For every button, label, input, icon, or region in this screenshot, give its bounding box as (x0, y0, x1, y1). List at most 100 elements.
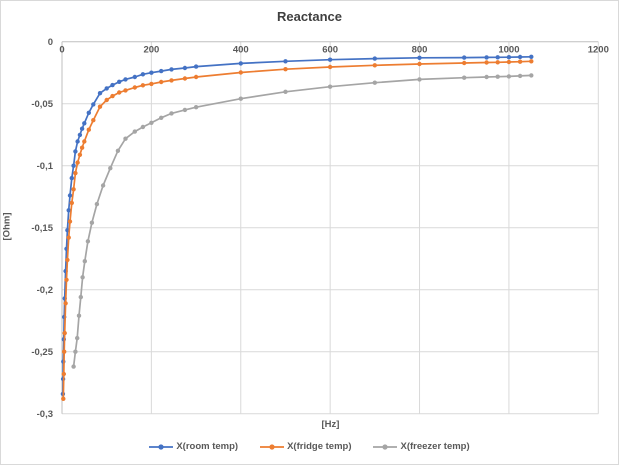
y-tick-label: -0,15 (31, 223, 53, 234)
data-point-marker (193, 64, 199, 69)
data-point-marker (104, 97, 109, 103)
series-line (62, 55, 533, 395)
x-tick-label: 600 (322, 45, 338, 56)
data-point-marker (132, 129, 137, 134)
data-point-marker (462, 75, 467, 80)
data-point-marker (61, 371, 66, 377)
x-axis-title: [Hz] (321, 419, 340, 430)
legend-label: X(room temp) (176, 441, 239, 452)
data-point-marker (123, 136, 128, 141)
data-point-marker (75, 139, 80, 144)
data-point-marker (484, 74, 489, 80)
data-point-marker (193, 105, 199, 110)
data-point-marker (89, 220, 95, 225)
data-point-marker (495, 60, 500, 65)
data-point-marker (123, 77, 128, 82)
data-point-marker (77, 152, 83, 157)
data-point-marker (69, 175, 75, 181)
data-point-marker (140, 72, 146, 77)
legend: X(room temp) X(fridge temp) X(freezer temp… (1, 441, 618, 452)
data-point-marker (104, 86, 109, 91)
data-point-marker (238, 70, 243, 75)
data-point-marker (529, 54, 534, 59)
chart-title: Reactance (276, 9, 343, 24)
data-point-marker (462, 55, 467, 60)
data-point-marker (529, 73, 534, 78)
legend-marker-icon (149, 443, 174, 450)
data-point-marker (75, 160, 80, 165)
data-point-marker (182, 76, 188, 81)
data-point-marker (529, 59, 534, 64)
data-point-marker (73, 149, 78, 154)
data-point-marker (506, 59, 512, 65)
x-tick-label: 0 (59, 45, 64, 56)
y-tick-label: 0 (48, 37, 53, 48)
data-point-marker (82, 139, 87, 144)
y-tick-label: -0,3 (37, 409, 53, 420)
data-point-marker (67, 219, 73, 224)
data-point-marker (61, 396, 66, 401)
x-tick-label: 200 (143, 45, 159, 56)
legend-item: X(freezer temp) (373, 441, 470, 452)
series-line (72, 74, 533, 368)
data-point-marker (64, 277, 69, 282)
data-point-marker (79, 126, 85, 131)
data-point-marker (86, 127, 92, 132)
data-point-marker (417, 77, 422, 82)
data-point-marker (62, 330, 67, 336)
data-point-marker (417, 61, 422, 67)
data-point-marker (462, 60, 467, 66)
data-point-marker (283, 59, 288, 64)
data-point-marker (484, 60, 489, 65)
data-point-marker (86, 110, 92, 116)
data-point-marker (78, 294, 84, 300)
legend-label: X(fridge temp) (287, 441, 352, 452)
data-point-marker (71, 163, 76, 168)
data-point-marker (132, 85, 137, 90)
data-point-marker (97, 91, 103, 96)
data-point-marker (123, 88, 128, 93)
data-point-marker (71, 187, 76, 192)
data-point-marker (506, 55, 512, 60)
x-tick-label: 1000 (498, 45, 519, 56)
data-point-marker (238, 96, 243, 101)
data-point-marker (517, 73, 523, 79)
data-point-marker (484, 55, 489, 60)
data-point-marker (238, 61, 243, 66)
data-point-marker (115, 148, 121, 153)
data-point-marker (327, 64, 333, 70)
data-point-marker (108, 166, 113, 171)
data-point-marker (132, 74, 137, 80)
data-point-marker (82, 259, 88, 264)
data-point-marker (110, 93, 115, 99)
data-point-marker (327, 84, 333, 89)
data-point-marker (140, 124, 146, 130)
legend-marker-icon (373, 443, 398, 450)
data-point-marker (85, 239, 91, 244)
data-point-marker (71, 364, 76, 369)
data-point-marker (283, 89, 288, 95)
x-tick-label: 1200 (588, 45, 609, 56)
data-point-marker (66, 208, 71, 213)
series-line (62, 60, 533, 400)
data-point-marker (182, 107, 188, 113)
data-point-marker (66, 235, 71, 240)
data-point-marker (495, 55, 500, 60)
data-point-marker (117, 90, 122, 95)
data-point-marker (140, 83, 146, 88)
data-point-marker (372, 80, 377, 85)
data-point-marker (182, 65, 188, 71)
y-tick-label: -0,05 (31, 99, 53, 110)
data-point-marker (110, 82, 115, 88)
data-point-marker (193, 74, 199, 80)
y-tick-label: -0,25 (31, 347, 53, 358)
data-point-marker (79, 145, 85, 150)
data-point-marker (159, 79, 164, 85)
data-point-marker (159, 68, 164, 74)
data-point-marker (100, 183, 106, 188)
data-point-marker (169, 67, 174, 72)
y-axis-title: [Ohm] (1, 212, 13, 241)
data-point-marker (417, 55, 422, 60)
x-tick-label: 400 (233, 45, 249, 56)
